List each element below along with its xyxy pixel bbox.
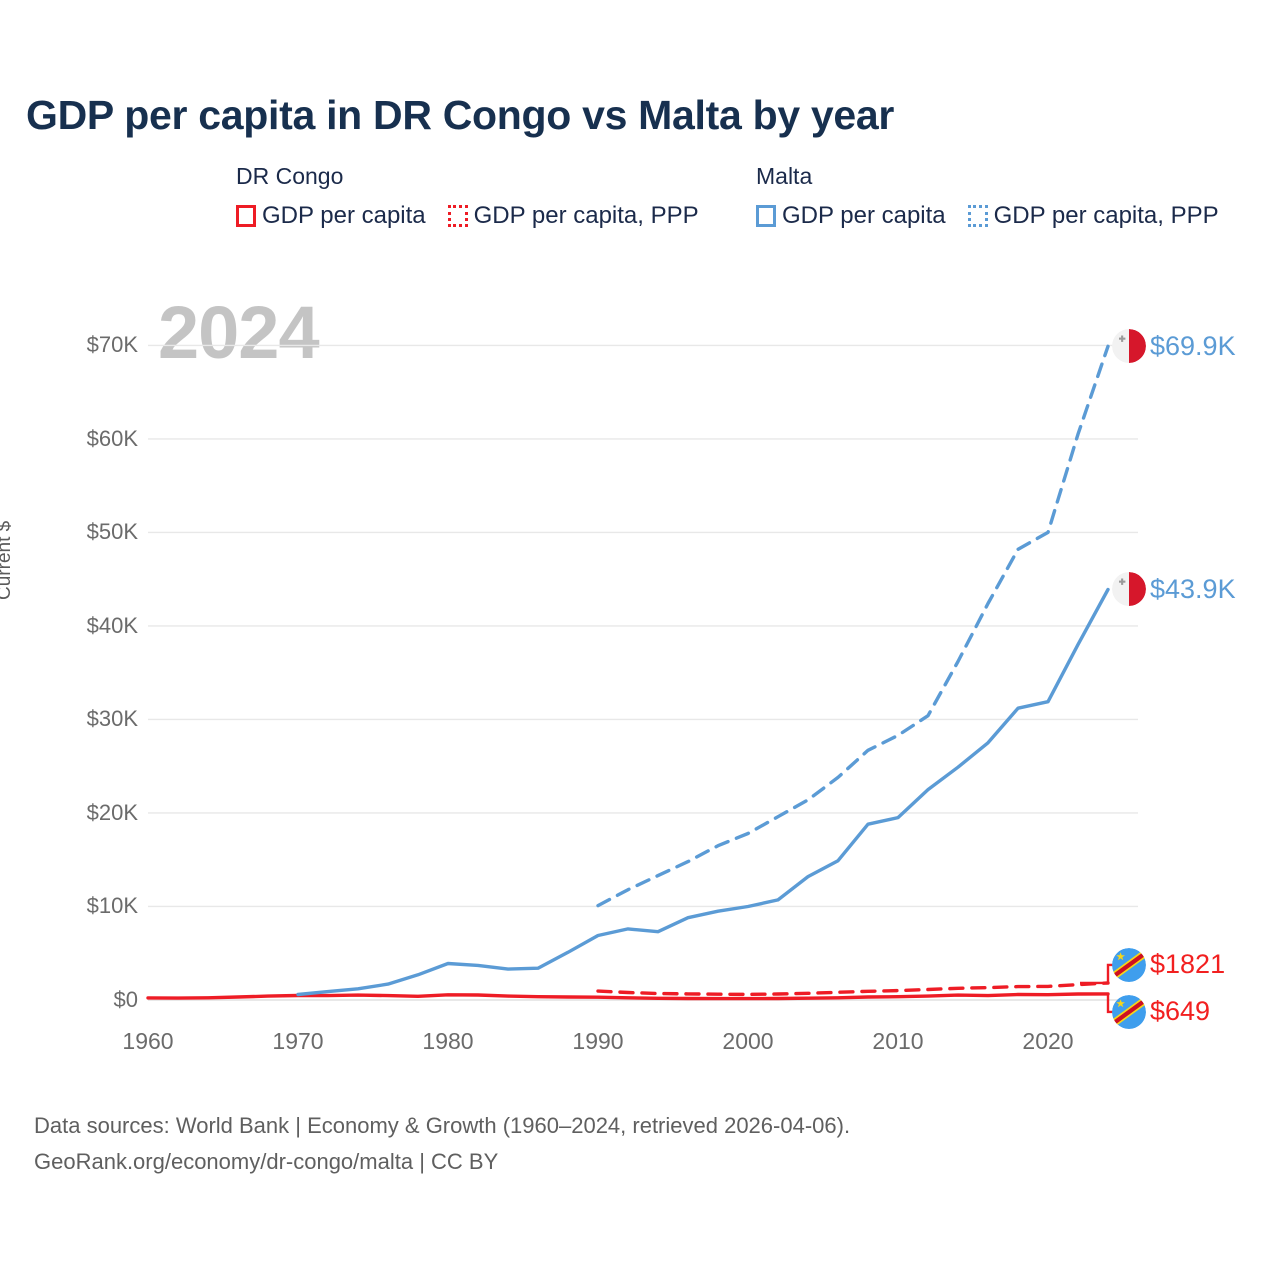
legend-item-malta-ppp[interactable]: GDP per capita, PPP [967,202,1219,230]
end-label-value: $69.9K [1150,330,1236,361]
series-line [596,981,1110,997]
y-axis-tick-label: $30K [86,706,138,732]
y-axis-tick-label: $40K [86,612,138,638]
gridlines [148,344,1138,1001]
end-label-value: $43.9K [1150,573,1236,604]
end-label-congo-gdp: $649 [1112,994,1211,1029]
y-axis-ticks: $0 $10K $20K $30K $40K $50K $60K $70K [38,0,138,1280]
x-axis-tick-label: 2000 [722,1028,774,1054]
legend-item-malta-gdp[interactable]: GDP per capita [756,202,946,230]
x-axis-tick-label: 1960 [122,1028,174,1054]
year-watermark: 2024 [158,291,320,374]
legend-item-label: GDP per capita [782,202,946,229]
end-label-value: $649 [1150,996,1211,1027]
page-title: GDP per capita in DR Congo vs Malta by y… [26,92,895,138]
y-axis-tick-label: $50K [86,519,138,545]
legend-group-malta: Malta GDP per capita GDP per capita, PPP [756,162,1219,230]
legend-item-label: GDP per capita, PPP [993,202,1219,229]
series-line [146,992,1110,1001]
malta-flag-icon [1112,329,1146,364]
end-label-value: $1821 [1150,949,1226,980]
label-connector [1080,992,1114,1014]
series-line [596,344,1110,908]
label-connectors [1080,963,1114,1014]
legend-item-congo-gdp[interactable]: GDP per capita [236,202,426,230]
legend-group-dr-congo: DR Congo GDP per capita GDP per capita, … [236,162,699,230]
dr-congo-flag-icon [1112,947,1146,982]
label-connector [1080,963,1114,985]
legend-item-congo-ppp[interactable]: GDP per capita, PPP [447,202,699,230]
x-axis-tick-label: 2020 [1022,1028,1074,1054]
x-axis-tick-label: 1970 [272,1028,324,1054]
malta-flag-icon [1112,572,1146,607]
end-label-congo-ppp: $1821 [1112,947,1226,982]
legend-country-label: Malta [756,163,813,189]
series-lines [146,344,1110,1001]
chart-legend: DR Congo GDP per capita GDP per capita, … [236,162,1256,242]
dr-congo-flag-icon [1112,994,1146,1029]
legend-swatch-solid-icon [236,205,256,227]
x-axis-tick-label: 1980 [422,1028,474,1054]
legend-country-label: DR Congo [236,163,344,189]
y-axis-tick-label: $20K [86,799,138,825]
series-line [296,587,1110,997]
footer-sources: Data sources: World Bank | Economy & Gro… [34,1108,850,1180]
end-label-malta-ppp: $69.9K [1112,329,1236,364]
legend-swatch-dotted-icon [967,205,988,227]
x-axis-tick-label: 1990 [572,1028,624,1054]
y-axis-tick-label: $60K [86,425,138,451]
legend-item-label: GDP per capita [262,202,426,229]
footer-line-2: GeoRank.org/economy/dr-congo/malta | CC … [34,1149,499,1174]
y-axis-tick-label: $10K [86,893,138,919]
footer-line-1: Data sources: World Bank | Economy & Gro… [34,1113,851,1138]
y-axis-tick-label: $70K [86,332,138,358]
legend-swatch-dotted-icon [447,205,468,227]
x-axis-tick-label: 2010 [872,1028,924,1054]
y-axis-tick-label: $0 [113,987,138,1012]
legend-swatch-solid-icon [756,205,776,227]
legend-item-label: GDP per capita, PPP [473,202,699,229]
end-label-malta-gdp: $43.9K [1112,572,1236,607]
